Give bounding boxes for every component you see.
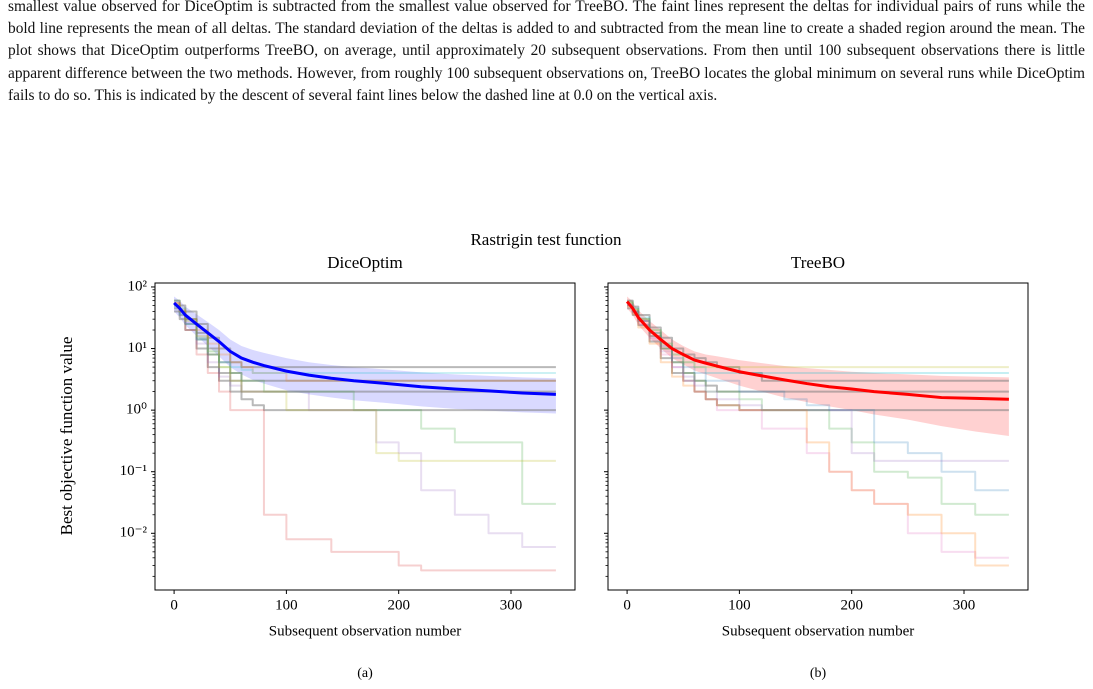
x-tick-label: 0 — [623, 597, 631, 613]
run-line — [174, 304, 556, 548]
x-axis-label: Subsequent observation number — [269, 623, 461, 639]
axes-title: TreeBO — [791, 253, 845, 272]
run-line — [627, 303, 1009, 559]
x-tick-label: 200 — [840, 597, 863, 613]
mean-line — [625, 300, 1009, 401]
plot-area — [173, 296, 556, 572]
run-line — [174, 301, 556, 382]
run-line — [627, 301, 1009, 369]
y-axis-label: Best objective function value — [57, 337, 76, 536]
run-line — [627, 300, 1009, 516]
axes-title: DiceOptim — [327, 253, 403, 272]
subfigure-caption: (a) — [357, 666, 373, 681]
std-band — [174, 296, 556, 414]
run-line — [627, 304, 1009, 393]
x-tick-label: 0 — [170, 597, 178, 613]
y-tick-label: 10⁻² — [120, 525, 148, 541]
y-tick-label: 10¹ — [128, 340, 148, 356]
run-line — [627, 299, 1009, 382]
plot-area — [625, 296, 1009, 567]
run-line — [174, 301, 556, 572]
axes-frame — [154, 282, 576, 591]
x-tick-label: 200 — [387, 597, 410, 613]
y-tick-label: 10⁻¹ — [120, 463, 147, 479]
y-tick-label: 10² — [128, 278, 148, 294]
run-line — [174, 303, 556, 462]
run-line — [627, 304, 1009, 492]
mean-line — [173, 301, 556, 396]
run-line — [627, 307, 1009, 412]
run-line — [174, 307, 556, 393]
x-tick-label: 100 — [728, 597, 751, 613]
x-axis-label: Subsequent observation number — [722, 623, 914, 639]
run-line — [174, 310, 556, 412]
figure-title: Rastrigin test function — [470, 230, 622, 249]
subfigure-caption: (b) — [810, 666, 827, 681]
x-tick-label: 300 — [953, 597, 976, 613]
axes-frame — [607, 282, 1029, 591]
std-band — [627, 296, 1009, 437]
x-tick-label: 100 — [275, 597, 298, 613]
x-tick-label: 300 — [500, 597, 523, 613]
body-text: smallest value observed for DiceOptim is… — [8, 0, 1085, 104]
run-line — [174, 299, 556, 369]
y-tick-label: 10⁰ — [126, 402, 147, 418]
run-line — [174, 305, 556, 375]
run-line — [627, 301, 1009, 375]
run-line — [627, 305, 1009, 567]
